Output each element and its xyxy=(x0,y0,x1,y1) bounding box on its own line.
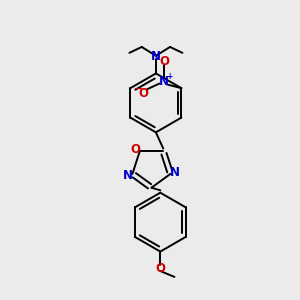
Text: N: N xyxy=(151,50,161,63)
Text: +: + xyxy=(167,72,173,81)
Text: O: O xyxy=(155,262,165,275)
Text: N: N xyxy=(170,166,180,179)
Text: O: O xyxy=(139,87,149,100)
Text: N: N xyxy=(123,169,133,182)
Text: −: − xyxy=(134,84,142,94)
Text: N: N xyxy=(159,75,169,88)
Text: O: O xyxy=(130,143,140,157)
Text: O: O xyxy=(159,55,169,68)
